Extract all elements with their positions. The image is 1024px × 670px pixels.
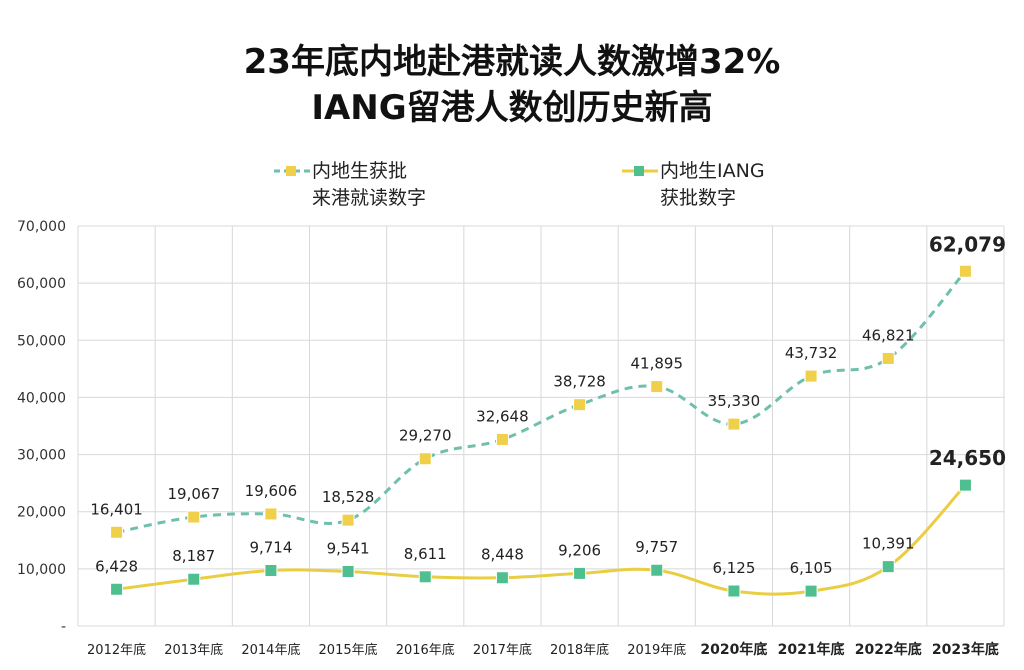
data-label-study: 35,330 xyxy=(708,392,761,410)
data-label-iang: 9,541 xyxy=(327,539,370,557)
data-label-iang: 8,611 xyxy=(404,545,447,563)
data-point-iang xyxy=(418,570,432,584)
data-point-study xyxy=(958,264,972,278)
data-point-study xyxy=(650,380,664,394)
data-label-study: 41,895 xyxy=(631,355,684,373)
data-label-study: 19,606 xyxy=(245,482,298,500)
data-label-study: 18,528 xyxy=(322,488,375,506)
x-tick-label: 2020年底 xyxy=(700,641,767,658)
y-tick-label: - xyxy=(61,619,66,635)
data-label-study: 29,270 xyxy=(399,427,452,445)
data-point-study xyxy=(418,452,432,466)
data-label-study: 62,079 xyxy=(929,232,1006,256)
x-tick-label: 2021年底 xyxy=(778,641,845,658)
data-label-iang: 8,187 xyxy=(172,547,215,565)
data-point-iang xyxy=(187,572,201,586)
y-tick-label: 40,000 xyxy=(17,390,66,406)
data-label-iang: 24,650 xyxy=(929,446,1006,470)
data-point-iang xyxy=(341,564,355,578)
legend-label-iang-line1: 内地生IANG xyxy=(660,160,765,182)
data-point-iang xyxy=(958,478,972,492)
x-tick-label: 2018年底 xyxy=(550,642,609,658)
data-point-iang xyxy=(650,563,664,577)
x-tick-label: 2014年底 xyxy=(241,642,300,658)
data-label-iang: 8,448 xyxy=(481,546,524,564)
y-tick-label: 60,000 xyxy=(17,276,66,292)
x-tick-label: 2013年底 xyxy=(164,642,223,658)
data-label-study: 38,728 xyxy=(553,373,606,391)
data-point-iang xyxy=(804,584,818,598)
data-point-iang xyxy=(881,560,895,574)
legend-swatch-study xyxy=(274,166,310,176)
legend-label-study-line1: 内地生获批 xyxy=(312,160,408,182)
data-point-study xyxy=(264,507,278,521)
data-label-iang: 10,391 xyxy=(862,535,915,553)
legend-label-iang: 内地生IANG 获批数字 xyxy=(660,158,765,212)
data-label-iang: 9,206 xyxy=(558,541,601,559)
data-point-iang xyxy=(573,566,587,580)
data-point-study xyxy=(495,432,509,446)
y-tick-label: 20,000 xyxy=(17,505,66,521)
data-label-study: 46,821 xyxy=(862,326,915,344)
x-tick-label: 2019年底 xyxy=(627,642,686,658)
chart-title-line2: IANG留港人数创历史新高 xyxy=(311,88,713,128)
x-tick-label: 2012年底 xyxy=(87,642,146,658)
data-label-study: 19,067 xyxy=(168,485,221,503)
x-tick-label: 2023年底 xyxy=(932,641,999,658)
data-point-study xyxy=(110,525,124,539)
x-tick-label: 2022年底 xyxy=(855,641,922,658)
chart-title-line1: 23年底内地赴港就读人数激增32% xyxy=(243,42,781,82)
x-tick-label: 2016年底 xyxy=(396,642,455,658)
x-tick-label: 2015年底 xyxy=(319,642,378,658)
data-point-iang xyxy=(495,571,509,585)
data-point-study xyxy=(187,510,201,524)
y-tick-label: 70,000 xyxy=(17,219,66,235)
x-tick-label: 2017年底 xyxy=(473,642,532,658)
legend-item-study: 内地生获批 来港就读数字 xyxy=(272,158,426,212)
data-label-iang: 6,125 xyxy=(712,559,755,577)
y-tick-label: 50,000 xyxy=(17,333,66,349)
data-point-study xyxy=(341,513,355,527)
data-point-iang xyxy=(110,582,124,596)
data-label-study: 32,648 xyxy=(476,407,529,425)
data-point-iang xyxy=(727,584,741,598)
legend-swatch-iang xyxy=(622,166,658,176)
data-label-study: 16,401 xyxy=(90,500,143,518)
data-point-study xyxy=(804,369,818,383)
y-tick-label: 10,000 xyxy=(17,562,66,578)
data-point-study xyxy=(727,417,741,431)
legend-label-study: 内地生获批 来港就读数字 xyxy=(312,158,426,212)
data-label-iang: 6,428 xyxy=(95,557,138,575)
y-tick-label: 30,000 xyxy=(17,448,66,464)
data-label-study: 43,732 xyxy=(785,344,838,362)
legend-item-iang: 内地生IANG 获批数字 xyxy=(620,158,765,212)
data-label-iang: 6,105 xyxy=(790,559,833,577)
data-label-iang: 9,714 xyxy=(249,538,292,556)
legend-label-study-line2: 来港就读数字 xyxy=(312,187,427,209)
legend-label-iang-line2: 获批数字 xyxy=(660,187,737,209)
data-point-study xyxy=(573,398,587,412)
data-label-iang: 9,757 xyxy=(635,538,678,556)
data-point-study xyxy=(881,351,895,365)
data-point-iang xyxy=(264,563,278,577)
